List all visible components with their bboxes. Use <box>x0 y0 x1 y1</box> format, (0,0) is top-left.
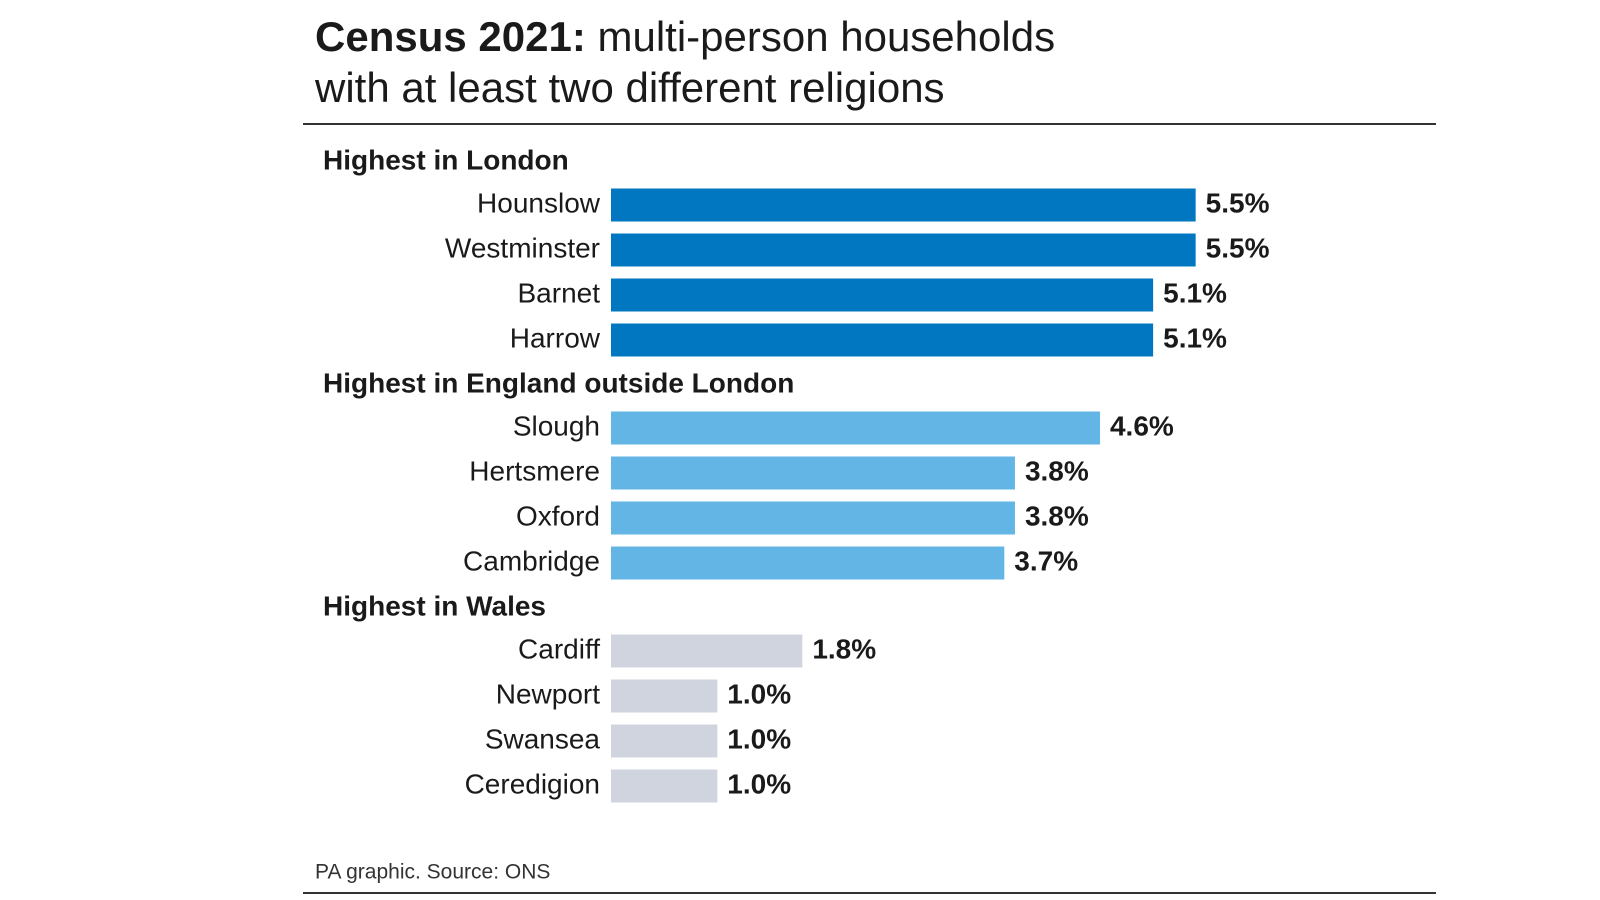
chart-title: Census 2021: multi-person households <box>315 13 1055 60</box>
bar <box>611 724 718 758</box>
title-line: multi-person households <box>597 13 1055 60</box>
category-label: Newport <box>496 678 600 709</box>
value-label: 1.0% <box>727 678 791 709</box>
group-header: Highest in Wales <box>323 590 546 621</box>
bar <box>611 546 1005 580</box>
bar <box>611 501 1015 535</box>
bar <box>611 188 1196 222</box>
group-header: Highest in England outside London <box>323 367 794 398</box>
category-label: Hertsmere <box>469 455 600 486</box>
value-label: 1.0% <box>727 768 791 799</box>
bar <box>611 679 718 713</box>
value-label: 3.8% <box>1025 500 1089 531</box>
value-label: 3.8% <box>1025 455 1089 486</box>
bar <box>611 278 1154 312</box>
category-label: Hounslow <box>477 187 601 218</box>
bar <box>611 323 1154 357</box>
source: PA graphic. Source: ONS <box>315 861 550 884</box>
value-label: 5.1% <box>1163 277 1227 308</box>
bar <box>611 233 1196 267</box>
category-label: Cardiff <box>518 633 600 664</box>
value-label: 5.5% <box>1206 187 1270 218</box>
bar <box>611 634 803 668</box>
value-label: 1.0% <box>727 723 791 754</box>
bar <box>611 411 1100 445</box>
category-label: Oxford <box>516 500 600 531</box>
value-label: 5.1% <box>1163 322 1227 353</box>
value-label: 5.5% <box>1206 232 1270 263</box>
category-label: Slough <box>513 410 600 441</box>
group-header: Highest in London <box>323 144 569 175</box>
category-label: Harrow <box>510 322 601 353</box>
bar <box>611 769 718 803</box>
category-label: Cambridge <box>463 545 600 576</box>
chart-title: with at least two different religions <box>314 64 945 111</box>
bar <box>611 456 1015 490</box>
title-lead: Census 2021: <box>315 13 586 60</box>
category-label: Barnet <box>518 277 601 308</box>
category-label: Ceredigion <box>465 768 600 799</box>
value-label: 3.7% <box>1014 545 1078 576</box>
value-label: 4.6% <box>1110 410 1174 441</box>
category-label: Westminster <box>445 232 600 263</box>
value-label: 1.8% <box>812 633 876 664</box>
category-label: Swansea <box>485 723 601 754</box>
